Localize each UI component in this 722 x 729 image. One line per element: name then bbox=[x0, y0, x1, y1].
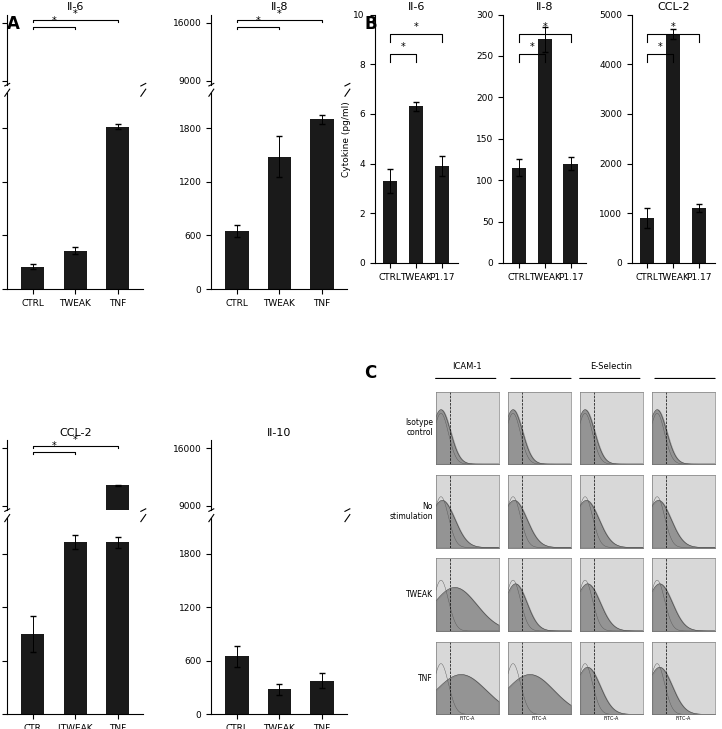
Bar bbox=[268, 578, 291, 580]
Title: Il-8: Il-8 bbox=[536, 2, 554, 12]
Bar bbox=[692, 208, 706, 263]
Bar bbox=[21, 634, 45, 714]
Text: B: B bbox=[365, 15, 377, 33]
Bar bbox=[268, 157, 291, 289]
Bar bbox=[64, 152, 87, 155]
Text: *: * bbox=[401, 42, 406, 52]
Text: *: * bbox=[277, 9, 282, 20]
Bar bbox=[409, 106, 423, 263]
Bar bbox=[225, 656, 248, 714]
Bar bbox=[563, 163, 578, 263]
Title: Il-6: Il-6 bbox=[407, 2, 425, 12]
Text: *: * bbox=[671, 22, 676, 32]
Text: *: * bbox=[51, 441, 56, 451]
Y-axis label: Cytokine (pg/ml): Cytokine (pg/ml) bbox=[342, 101, 351, 176]
Bar bbox=[106, 486, 129, 580]
Text: C: C bbox=[365, 364, 377, 383]
Bar bbox=[106, 542, 129, 714]
Bar bbox=[512, 168, 526, 263]
Bar bbox=[64, 556, 87, 580]
Bar bbox=[666, 34, 680, 263]
Bar bbox=[310, 680, 334, 714]
X-axis label: FITC-A: FITC-A bbox=[604, 716, 619, 721]
Title: Il-10: Il-10 bbox=[267, 428, 292, 438]
Bar bbox=[106, 140, 129, 155]
Bar bbox=[225, 231, 248, 289]
Bar bbox=[435, 166, 449, 263]
Bar bbox=[538, 39, 552, 263]
Title: Il-8: Il-8 bbox=[271, 2, 288, 12]
Bar bbox=[268, 143, 291, 155]
Bar bbox=[225, 575, 248, 580]
Text: ICAM-1: ICAM-1 bbox=[453, 362, 482, 371]
Text: *: * bbox=[542, 22, 547, 32]
X-axis label: FITC-A: FITC-A bbox=[676, 716, 691, 721]
Bar bbox=[106, 127, 129, 289]
Text: *: * bbox=[256, 16, 261, 26]
Text: *: * bbox=[73, 9, 78, 20]
Text: E-Selectin: E-Selectin bbox=[591, 362, 632, 371]
Bar bbox=[310, 135, 334, 155]
X-axis label: FITC-A: FITC-A bbox=[460, 716, 475, 721]
Text: No
stimulation: No stimulation bbox=[389, 502, 433, 521]
Text: *: * bbox=[529, 42, 534, 52]
Text: *: * bbox=[73, 435, 78, 445]
Title: CCL-2: CCL-2 bbox=[59, 428, 92, 438]
Bar bbox=[310, 577, 334, 580]
Bar bbox=[64, 542, 87, 714]
Title: Il-6: Il-6 bbox=[66, 2, 84, 12]
Bar bbox=[640, 218, 655, 263]
Bar bbox=[310, 120, 334, 289]
Text: *: * bbox=[658, 42, 663, 52]
X-axis label: FITC-A: FITC-A bbox=[531, 716, 547, 721]
Bar bbox=[64, 251, 87, 289]
Bar bbox=[21, 153, 45, 155]
Text: *: * bbox=[51, 16, 56, 26]
Bar bbox=[21, 573, 45, 580]
Bar bbox=[21, 267, 45, 289]
Text: *: * bbox=[414, 22, 419, 32]
Bar bbox=[268, 690, 291, 714]
Text: Isotype
control: Isotype control bbox=[405, 418, 433, 437]
Text: A: A bbox=[7, 15, 20, 33]
Text: TWEAK: TWEAK bbox=[406, 590, 433, 599]
Text: TNF: TNF bbox=[418, 674, 433, 682]
Bar bbox=[383, 181, 397, 263]
Title: CCL-2: CCL-2 bbox=[657, 2, 690, 12]
Bar bbox=[225, 149, 248, 155]
